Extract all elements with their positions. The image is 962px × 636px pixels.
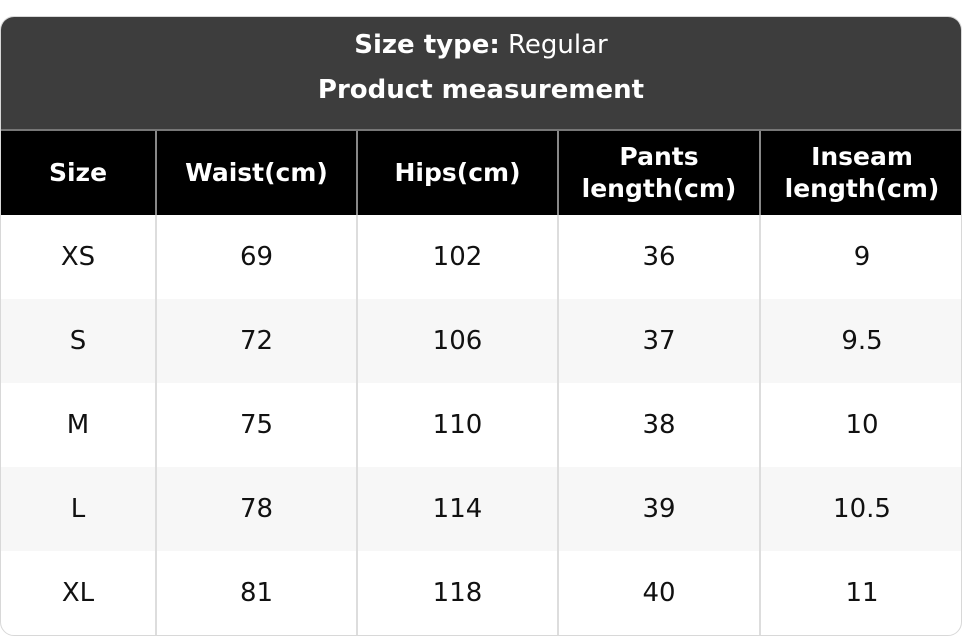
table-row: S 72 106 37 9.5 bbox=[1, 299, 961, 383]
table-cell: 114 bbox=[356, 467, 558, 551]
table-cell: 78 bbox=[155, 467, 357, 551]
table-cell: 10 bbox=[759, 383, 961, 467]
table-cell: S bbox=[1, 299, 156, 383]
table-cell: 72 bbox=[155, 299, 357, 383]
table-cell: XL bbox=[61, 578, 95, 608]
chart-subtitle: Product measurement bbox=[317, 75, 645, 105]
table-cell: 37 bbox=[557, 299, 760, 383]
table-cell: 38 bbox=[557, 383, 760, 467]
table-cell: 36 bbox=[557, 215, 760, 299]
table-cell: 75 bbox=[155, 383, 357, 467]
column-header-inseam-length: Inseam length(cm) bbox=[759, 131, 961, 215]
size-chart-card: Size type: Regular Product measurement S… bbox=[0, 16, 962, 636]
table-cell: 69 bbox=[155, 215, 357, 299]
size-type-label: Size type: bbox=[354, 30, 500, 60]
table-row: M 75 110 38 10 bbox=[1, 383, 961, 467]
column-header-size: Size bbox=[1, 131, 156, 215]
size-type: Size type: Regular bbox=[1, 17, 961, 73]
table-cell: 106 bbox=[356, 299, 558, 383]
table-cell: 11 bbox=[759, 551, 961, 635]
table-cell: XS bbox=[60, 242, 96, 272]
table-cell: M bbox=[66, 410, 90, 440]
size-type-value: Regular bbox=[508, 30, 608, 60]
table-cell: 102 bbox=[356, 215, 558, 299]
table-row: XS 69 102 36 9 bbox=[1, 215, 961, 299]
table-cell: 39 bbox=[557, 467, 760, 551]
column-header-pants-length: Pants length(cm) bbox=[557, 131, 760, 215]
table-cell: L bbox=[1, 467, 156, 551]
table-cell: 10.5 bbox=[759, 467, 961, 551]
table-row: XL 81 118 40 11 bbox=[1, 551, 961, 635]
chart-header: Size type: Regular Product measurement bbox=[1, 17, 961, 131]
table-cell: 9.5 bbox=[759, 299, 961, 383]
table-cell: 40 bbox=[557, 551, 760, 635]
table-cell: 110 bbox=[356, 383, 558, 467]
column-header-waist: Waist(cm) bbox=[155, 131, 357, 215]
measurement-table: Size Waist(cm) Hips(cm) Pants length(cm)… bbox=[1, 131, 961, 635]
table-cell: 81 bbox=[155, 551, 357, 635]
table-cell: 118 bbox=[356, 551, 558, 635]
table-row: L 78 114 39 10.5 bbox=[1, 467, 961, 551]
column-header-hips: Hips(cm) bbox=[356, 131, 558, 215]
table-cell: 9 bbox=[759, 215, 961, 299]
